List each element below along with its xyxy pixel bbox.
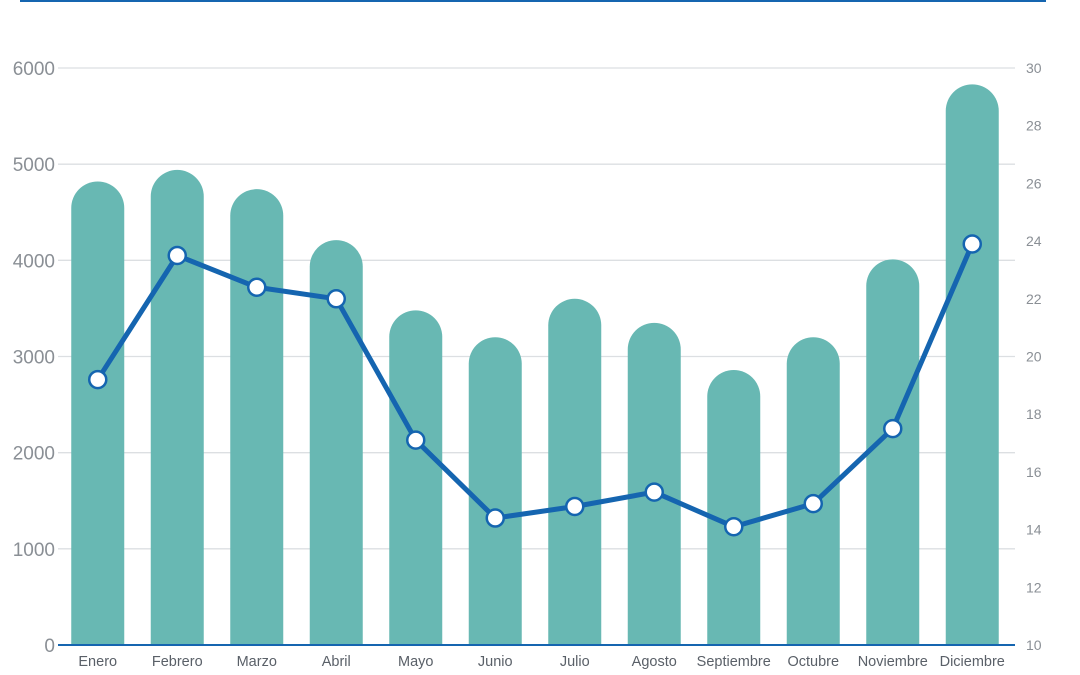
right-tick-label: 14 bbox=[1026, 522, 1042, 538]
left-axis-ticks: 0 1000 2000 3000 4000 5000 6000 bbox=[13, 59, 55, 657]
bar-abril bbox=[309, 240, 363, 645]
category-label-marzo: Marzo bbox=[237, 654, 277, 670]
bar-diciembre bbox=[945, 84, 999, 646]
right-tick-label: 30 bbox=[1026, 60, 1042, 76]
line-point-agosto bbox=[644, 482, 664, 502]
line-point-octubre bbox=[803, 493, 823, 514]
gridlines bbox=[58, 67, 1015, 550]
line-point-junio bbox=[485, 508, 505, 528]
line-point-febrero bbox=[167, 245, 187, 266]
category-label-noviembre: Noviembre bbox=[858, 654, 928, 670]
left-tick-label: 0 bbox=[44, 636, 55, 657]
bar-junio bbox=[468, 337, 522, 645]
right-tick-label: 28 bbox=[1026, 118, 1042, 134]
category-label-julio: Julio bbox=[560, 654, 590, 670]
left-tick-label: 6000 bbox=[13, 59, 55, 80]
category-label-mayo: Mayo bbox=[398, 654, 433, 670]
line-point-enero bbox=[88, 369, 108, 390]
line-point-septiembre bbox=[724, 516, 744, 537]
line-point-marzo bbox=[247, 277, 267, 298]
category-label-enero: Enero bbox=[78, 654, 117, 670]
category-label-agosto: Agosto bbox=[632, 654, 677, 670]
left-tick-label: 4000 bbox=[13, 251, 55, 272]
bar-julio bbox=[548, 298, 602, 645]
line-path bbox=[95, 241, 975, 530]
category-label-abril: Abril bbox=[322, 654, 351, 670]
left-tick-label: 5000 bbox=[13, 155, 55, 176]
left-tick-label: 2000 bbox=[13, 444, 55, 465]
category-labels: Enero Febrero Marzo Abril Mayo Junio Julio Agos… bbox=[78, 654, 1004, 670]
category-label-diciembre: Diciembre bbox=[940, 654, 1005, 670]
right-tick-label: 18 bbox=[1026, 406, 1042, 422]
bar-noviembre bbox=[866, 259, 920, 645]
left-tick-label: 1000 bbox=[13, 540, 55, 561]
right-tick-label: 22 bbox=[1026, 291, 1042, 307]
right-axis-ticks: 10 12 14 16 18 20 22 24 26 28 30 bbox=[1026, 60, 1042, 653]
left-tick-label: 3000 bbox=[13, 348, 55, 369]
right-tick-label: 24 bbox=[1026, 233, 1042, 249]
bar-series bbox=[71, 84, 999, 646]
bar-septiembre bbox=[707, 369, 761, 645]
line-point-abril bbox=[326, 289, 346, 309]
right-tick-label: 16 bbox=[1026, 464, 1042, 480]
bar-febrero bbox=[150, 169, 204, 645]
line-point-julio bbox=[565, 496, 585, 517]
bar-enero bbox=[71, 181, 125, 645]
category-label-junio: Junio bbox=[478, 654, 513, 670]
line-point-mayo bbox=[406, 430, 426, 450]
line-series bbox=[88, 234, 982, 537]
category-label-septiembre: Septiembre bbox=[697, 654, 771, 670]
bar-octubre bbox=[786, 337, 840, 645]
right-tick-label: 12 bbox=[1026, 579, 1042, 595]
right-tick-label: 10 bbox=[1026, 637, 1042, 653]
line-point-noviembre bbox=[883, 418, 903, 439]
bar-mayo bbox=[389, 310, 443, 645]
category-label-febrero: Febrero bbox=[152, 654, 203, 670]
line-point-diciembre bbox=[962, 234, 982, 254]
category-label-octubre: Octubre bbox=[787, 654, 839, 670]
bar-marzo bbox=[230, 189, 284, 646]
right-tick-label: 26 bbox=[1026, 175, 1042, 191]
right-tick-label: 20 bbox=[1026, 349, 1042, 365]
